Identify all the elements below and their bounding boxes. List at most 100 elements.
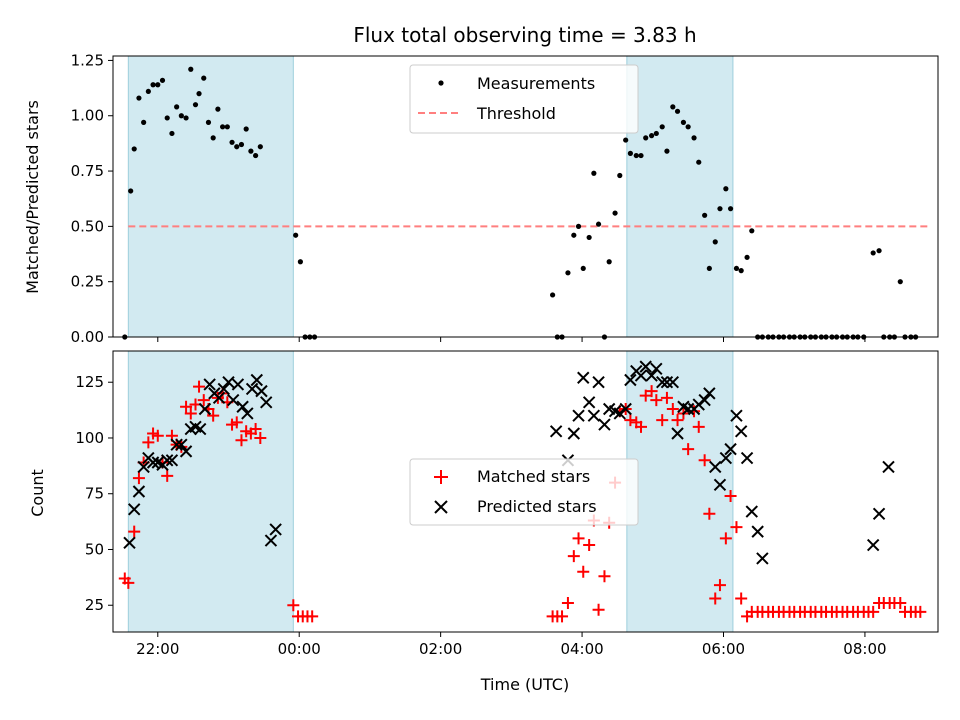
measurement-point [738, 268, 744, 274]
measurement-point [257, 144, 263, 150]
measurement-point [691, 135, 697, 141]
measurement-point [159, 77, 166, 83]
predicted-stars-point [260, 396, 273, 409]
measurement-point [224, 124, 230, 130]
matched-stars-point [235, 434, 248, 447]
measurement-point [723, 186, 729, 192]
predicted-stars-point [217, 382, 230, 396]
matched-stars-point [128, 525, 141, 538]
measurement-point [238, 141, 245, 148]
measurement-point [653, 130, 659, 137]
matched-stars-point [287, 599, 300, 612]
shaded-region-2 [626, 55, 734, 338]
predicted-stars-point [577, 371, 590, 384]
predicted-stars-point [212, 391, 226, 405]
bottom-plot-frame [112, 350, 939, 633]
matched-stars-point [180, 400, 193, 413]
predicted-stars-point [245, 382, 259, 396]
measurement-point [876, 248, 882, 254]
matched-stars-point [577, 565, 590, 578]
matched-stars-point [645, 385, 658, 398]
measurement-point [712, 239, 718, 245]
measurement-point [580, 265, 586, 272]
measurement-point [571, 232, 577, 238]
legend-measurements-marker [438, 80, 444, 86]
matched-stars-point [306, 610, 319, 623]
matched-stars-point [703, 507, 716, 520]
measurement-point [220, 124, 226, 130]
predicted-stars-point [587, 409, 601, 422]
y-tick-label: 1.25 [71, 51, 104, 69]
predicted-stars-point [179, 445, 193, 458]
predicted-stars-point [255, 384, 268, 398]
predicted-stars-point [619, 402, 632, 416]
matched-stars-point [151, 429, 164, 442]
y-tick-label: 75 [85, 485, 104, 503]
measurement-point [141, 119, 147, 125]
predicted-stars-point [123, 536, 136, 550]
predicted-stars-point [756, 552, 769, 565]
predicted-stars-point [165, 454, 179, 467]
bottom-x-axis: 22:00 00:00 02:00 04:00 06:00 08:00 [136, 632, 887, 658]
matched-stars-point [197, 394, 210, 407]
measurement-point [210, 135, 216, 141]
predicted-stars-point [137, 460, 150, 474]
predicted-stars-point [264, 534, 278, 547]
predicted-stars-point [269, 523, 282, 536]
predicted-stars-point [227, 393, 240, 407]
matched-stars-point [207, 409, 220, 422]
matched-stars-point [254, 431, 267, 444]
top-plot-frame [112, 55, 939, 338]
matched-stars-point [692, 420, 705, 433]
top-y-axis: 0.00 0.25 0.50 0.75 1.00 1.25 [71, 51, 113, 346]
y-tick-label: 0.75 [71, 162, 104, 180]
matched-stars-point [709, 592, 722, 605]
matched-stars-point [583, 539, 596, 552]
measurement-point [178, 113, 184, 119]
measurement-point [293, 232, 299, 238]
x-tick-label: 02:00 [419, 640, 462, 658]
top-shaded-regions [127, 55, 734, 338]
matched-stars-point [724, 489, 737, 502]
measurement-point [243, 126, 249, 132]
measurement-point [606, 259, 612, 265]
y-tick-label: 0.25 [71, 273, 104, 291]
measurement-point [196, 91, 202, 97]
measurement-point [717, 206, 723, 212]
measurement-point [664, 148, 670, 154]
predicted-stars-point [146, 456, 160, 469]
legend-predicted-marker [434, 500, 448, 514]
matched-stars-point [142, 436, 155, 449]
top-panel: 0.00 0.25 0.50 0.75 1.00 1.25 Matched/Predict… [23, 51, 939, 346]
predicted-stars-point [634, 369, 648, 382]
matched-stars-point [624, 414, 637, 427]
predicted-stars-point [198, 402, 212, 416]
measurement-point [215, 106, 221, 112]
predicted-stars-point [734, 425, 748, 438]
x-tick-label: 22:00 [136, 640, 179, 658]
predicted-stars-point [236, 400, 249, 413]
predicted-stars-point [681, 402, 695, 416]
predicted-stars-point [656, 376, 669, 389]
predicted-stars-point [709, 460, 722, 474]
matched-stars-point [894, 597, 907, 610]
measurement-point [586, 234, 592, 241]
measurement-point [649, 133, 655, 139]
measurement-point [131, 146, 137, 152]
measurement-point [897, 279, 903, 285]
measurement-point [702, 212, 708, 218]
matched-stars-point [572, 532, 585, 545]
measurement-point [201, 75, 207, 81]
predicted-stars-point [713, 478, 727, 492]
measurement-point [164, 115, 170, 121]
bottom-predicted-points [123, 360, 895, 565]
predicted-stars-point [231, 378, 245, 391]
bottom-y-axis: 25 50 75 100 125 [75, 373, 113, 614]
matched-stars-point [650, 394, 663, 407]
measurement-point [696, 159, 702, 165]
measurement-point [155, 82, 161, 88]
matched-stars-point [867, 605, 880, 618]
predicted-stars-point [194, 422, 207, 436]
measurement-point [706, 265, 712, 272]
predicted-stars-point [666, 376, 680, 389]
